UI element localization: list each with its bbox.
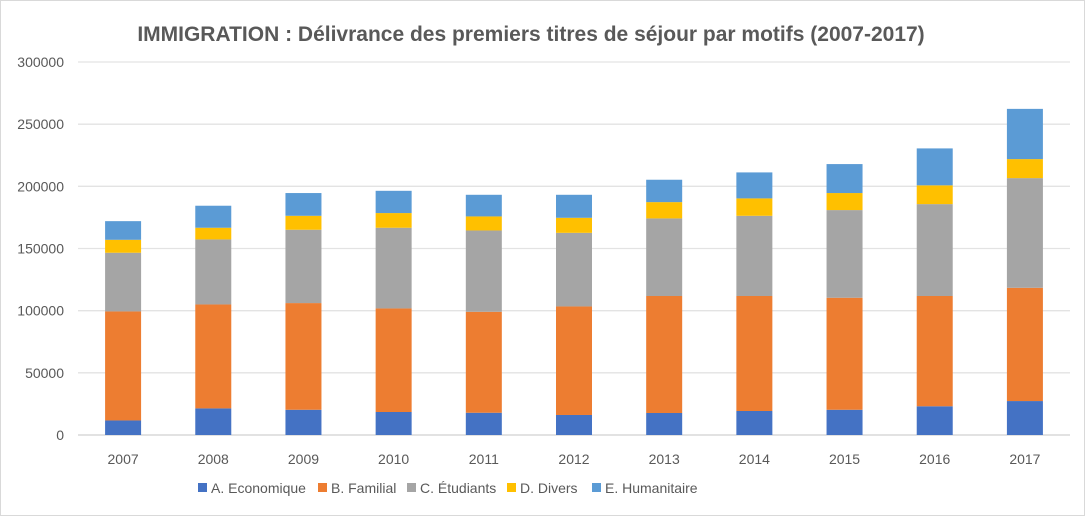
bar-segment-2009-1: [285, 303, 322, 410]
bar-segment-2009-2: [285, 229, 322, 304]
bar-segment-2011-4: [465, 194, 502, 217]
bar-segment-2012-1: [556, 306, 592, 415]
x-tick-label: 2010: [378, 451, 409, 467]
bar-segment-2013-0: [646, 412, 683, 435]
bar-segment-2015-1: [826, 297, 863, 410]
bar-segment-2013-3: [646, 202, 683, 219]
legend-label: C. Étudiants: [420, 480, 496, 496]
bar-segment-2007-3: [105, 239, 142, 253]
bar-segment-2009-3: [285, 215, 322, 230]
bar-segment-2007-4: [105, 221, 142, 240]
bar-segment-2016-2: [916, 204, 953, 296]
bar-segment-2007-0: [105, 420, 142, 435]
legend-swatch: [198, 483, 207, 492]
y-tick-label: 100000: [17, 303, 64, 319]
legend-label: D. Divers: [520, 480, 578, 496]
bar-segment-2014-4: [736, 172, 773, 199]
bar-segment-2008-4: [195, 205, 232, 228]
bar-segment-2015-0: [826, 409, 863, 435]
x-tick-label: 2017: [1009, 451, 1040, 467]
x-tick-label: 2015: [829, 451, 860, 467]
y-tick-label: 300000: [17, 54, 64, 70]
bar-segment-2010-4: [375, 190, 412, 214]
bar-segment-2007-1: [105, 311, 142, 421]
bar-segment-2008-2: [195, 239, 232, 305]
bar-segment-2016-4: [916, 148, 953, 186]
bar-segment-2008-3: [195, 227, 232, 240]
bar-segment-2014-2: [736, 215, 773, 296]
legend-label: B. Familial: [331, 480, 396, 496]
legend-label: E. Humanitaire: [605, 480, 698, 496]
bar-segment-2010-2: [375, 227, 412, 309]
legend-swatch: [407, 483, 416, 492]
x-tick-label: 2009: [288, 451, 319, 467]
bar-segment-2016-0: [916, 406, 953, 435]
chart-title: IMMIGRATION : Délivrance des premiers ti…: [137, 23, 924, 46]
bar-segment-2007-2: [105, 252, 142, 312]
legend-swatch: [507, 483, 516, 492]
bar-segment-2011-3: [465, 216, 502, 231]
x-tick-label: 2014: [739, 451, 770, 467]
bar-segment-2015-4: [826, 164, 863, 194]
bar-segment-2017-3: [1006, 159, 1043, 179]
bar-segment-2011-0: [465, 412, 502, 435]
y-tick-label: 200000: [17, 178, 64, 194]
x-tick-label: 2013: [649, 451, 680, 467]
x-tick-label: 2012: [558, 451, 589, 467]
bar-segment-2016-3: [916, 185, 953, 205]
legend-label: A. Economique: [211, 480, 306, 496]
bar-segment-2014-0: [736, 411, 773, 435]
bar-segment-2015-3: [826, 193, 863, 211]
bar-segment-2013-2: [646, 218, 683, 296]
bar-segment-2012-0: [556, 414, 592, 435]
bar-segment-2011-1: [465, 311, 502, 413]
bar-segment-2014-1: [736, 295, 773, 412]
bar-segment-2013-4: [646, 179, 683, 203]
legend: A. Economique B. Familial C. Étudiants D. D…: [198, 480, 698, 496]
legend-swatch: [592, 483, 601, 492]
bar-segment-2010-1: [375, 308, 412, 412]
bar-segment-2010-3: [375, 213, 412, 228]
bar-segment-2012-4: [556, 194, 592, 218]
bar-segment-2011-2: [465, 230, 502, 312]
x-tick-label: 2007: [108, 451, 139, 467]
bar-segment-2013-1: [646, 295, 683, 413]
y-tick-label: 250000: [17, 116, 64, 132]
bars: [105, 108, 1043, 435]
y-axis: 0 50000 100000 150000 200000 250000 300000: [17, 54, 64, 443]
x-tick-label: 2016: [919, 451, 950, 467]
legend-swatch: [318, 483, 327, 492]
y-tick-label: 50000: [25, 365, 64, 381]
y-tick-label: 0: [56, 427, 64, 443]
bar-segment-2009-0: [285, 409, 322, 435]
bar-segment-2008-0: [195, 408, 232, 435]
bar-segment-2009-4: [285, 193, 322, 216]
bar-segment-2017-4: [1006, 108, 1043, 160]
bar-segment-2012-3: [556, 217, 592, 233]
y-tick-label: 150000: [17, 241, 64, 257]
bar-segment-2010-0: [375, 411, 412, 435]
x-tick-label: 2011: [469, 451, 499, 467]
bar-segment-2017-2: [1006, 178, 1043, 288]
bar-segment-2012-2: [556, 232, 592, 307]
bar-segment-2017-1: [1006, 287, 1043, 402]
x-axis: 2007 2008 2009 2010 2011 2012 2013 2014 2015 2016…: [108, 451, 1041, 467]
bar-segment-2008-1: [195, 304, 232, 409]
bar-segment-2017-0: [1006, 401, 1043, 435]
bar-segment-2016-1: [916, 295, 953, 407]
x-tick-label: 2008: [198, 451, 229, 467]
bar-segment-2014-3: [736, 198, 773, 216]
bar-segment-2015-2: [826, 210, 863, 298]
